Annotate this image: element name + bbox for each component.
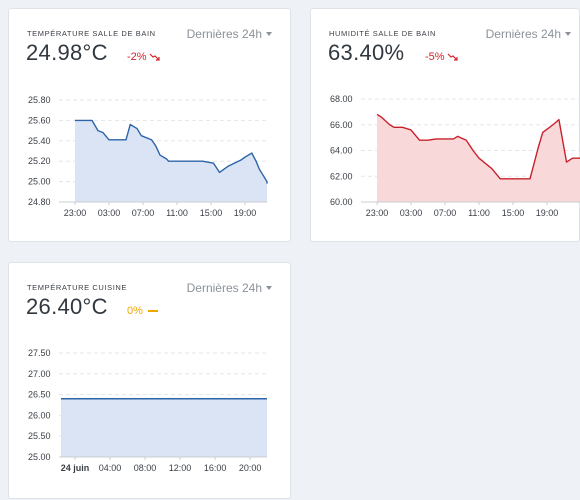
x-tick-label: 15:00 <box>502 208 525 218</box>
trend-down-icon <box>447 53 458 61</box>
y-tick-label: 27.00 <box>28 369 51 379</box>
y-tick-label: 68.00 <box>330 94 353 104</box>
y-tick-label: 25.80 <box>28 95 51 105</box>
card-value: 24.98°C <box>26 40 108 65</box>
chevron-down-icon <box>266 286 272 290</box>
series-line <box>75 119 268 184</box>
x-tick-label: 11:00 <box>468 208 490 218</box>
change-percent: -2% <box>127 51 147 63</box>
card-temperature-salle-de-bain: Température salle de bain 24.98°C -2% De… <box>8 8 291 242</box>
x-tick-label: 08:00 <box>134 463 157 473</box>
y-tick-label: 64.00 <box>330 146 353 156</box>
x-tick-label: 23:00 <box>64 208 87 218</box>
card-value: 63.40% <box>328 40 405 65</box>
time-range-label: Dernières 24h <box>186 281 262 295</box>
y-tick-label: 66.00 <box>330 120 353 130</box>
time-range-dropdown[interactable]: Dernières 24h <box>187 281 272 295</box>
y-tick-label: 26.00 <box>28 410 51 420</box>
y-tick-label: 60.00 <box>330 197 353 207</box>
change-indicator: 0% <box>127 305 158 317</box>
trend-down-icon <box>149 53 160 61</box>
x-tick-label: 03:00 <box>98 208 121 218</box>
change-indicator: -5% <box>425 51 459 63</box>
y-tick-label: 25.40 <box>28 136 51 146</box>
card-temperature-cuisine: Température cuisine 26.40°C 0% Dernières… <box>8 262 291 499</box>
x-tick-label: 23:00 <box>366 208 389 218</box>
time-range-dropdown[interactable]: Dernières 24h <box>187 27 272 41</box>
series-line <box>376 113 580 180</box>
trend-flat-icon <box>147 310 158 312</box>
card-title: Humidité salle de bain <box>329 29 436 38</box>
line-chart: 25.80 25.60 25.40 25.20 25.00 24.80 23:00 03:00… <box>28 95 268 218</box>
series-area <box>60 398 267 457</box>
x-tick-label: 12:00 <box>169 463 192 473</box>
card-title: Température cuisine <box>27 283 128 292</box>
x-tick-label: 07:00 <box>132 208 155 218</box>
y-tick-label: 62.00 <box>330 171 353 181</box>
chevron-down-icon <box>266 32 272 36</box>
x-tick-label: 24 juin <box>61 463 90 473</box>
x-tick-label: 03:00 <box>400 208 423 218</box>
x-tick-label: 16:00 <box>204 463 227 473</box>
chevron-down-icon <box>565 32 571 36</box>
y-tick-label: 24.80 <box>28 197 51 207</box>
x-tick-label: 07:00 <box>434 208 457 218</box>
x-tick-label: 04:00 <box>99 463 122 473</box>
y-tick-label: 25.00 <box>28 177 51 187</box>
line-chart: 27.50 27.00 26.50 26.00 25.50 25.00 24 juin 04:… <box>28 348 267 473</box>
y-tick-label: 25.60 <box>28 115 51 125</box>
y-tick-label: 25.20 <box>28 156 51 166</box>
card-humidite-salle-de-bain: Humidité salle de bain 63.40% -5% Derniè… <box>310 8 580 242</box>
y-tick-label: 26.50 <box>28 390 51 400</box>
change-indicator: -2% <box>127 51 161 63</box>
y-tick-label: 25.50 <box>28 431 51 441</box>
line-chart: 68.00 66.00 64.00 62.00 60.00 23:00 03:00 07:00… <box>330 94 580 218</box>
change-percent: -5% <box>425 51 445 63</box>
y-tick-label: 27.50 <box>28 348 51 358</box>
x-tick-label: 19:00 <box>234 208 257 218</box>
x-tick-label: 11:00 <box>166 208 188 218</box>
x-tick-label: 19:00 <box>536 208 559 218</box>
card-value: 26.40°C <box>26 294 108 319</box>
time-range-label: Dernières 24h <box>485 27 561 41</box>
time-range-label: Dernières 24h <box>186 27 262 41</box>
x-tick-label: 15:00 <box>200 208 223 218</box>
card-title: Température salle de bain <box>27 29 156 38</box>
y-tick-label: 25.00 <box>28 452 51 462</box>
x-tick-label: 20:00 <box>239 463 262 473</box>
time-range-dropdown[interactable]: Dernières 24h <box>486 27 571 41</box>
change-percent: 0% <box>127 305 143 317</box>
